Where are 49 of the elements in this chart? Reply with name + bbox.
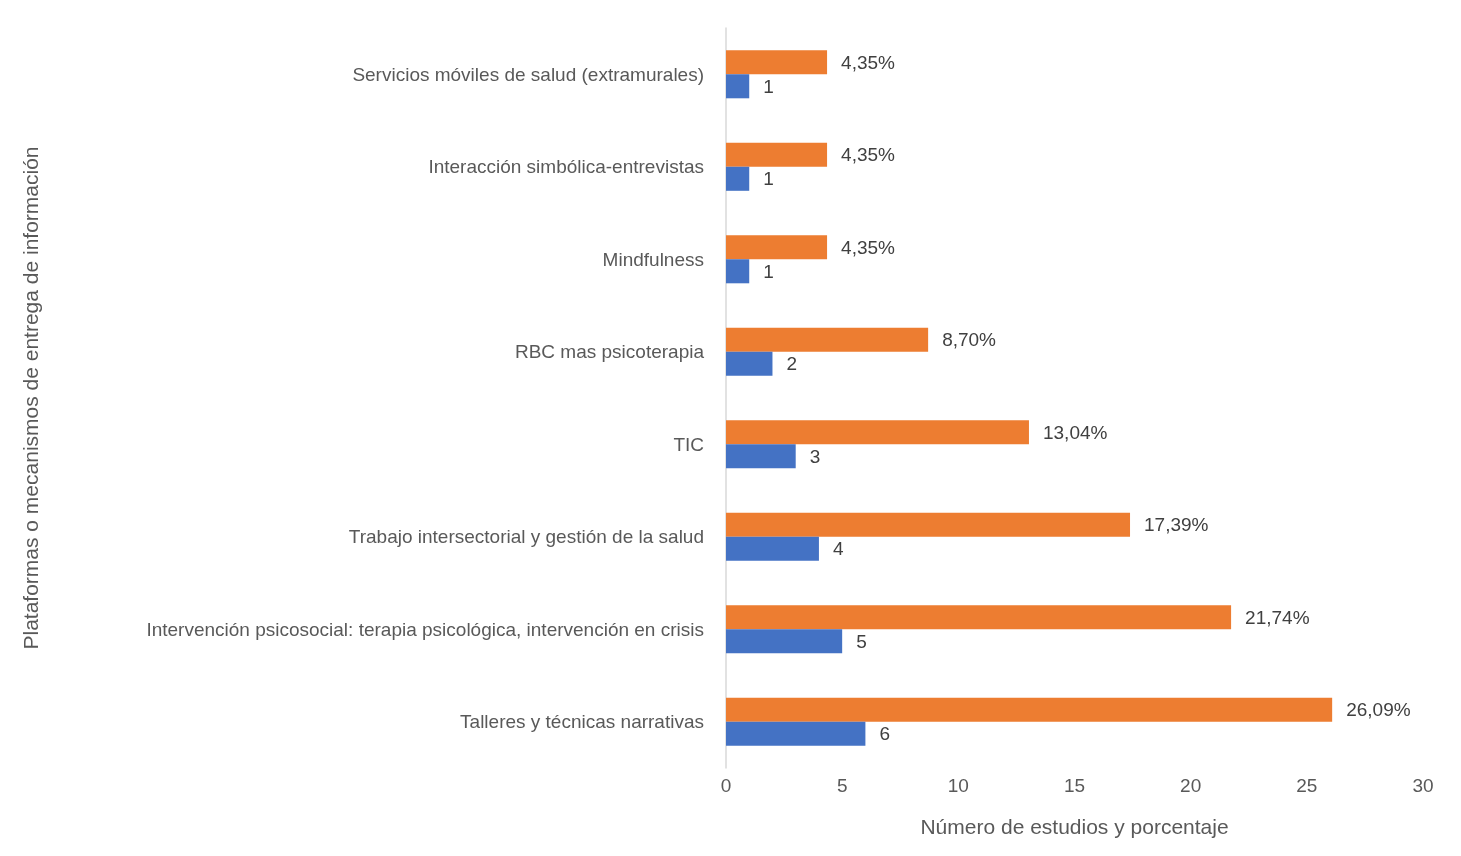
bar (726, 74, 750, 99)
data-label: 1 (763, 168, 774, 190)
y-tick-label: Intervención psicosocial: terapia psicológica, intervención en crisis (146, 618, 704, 640)
data-label: 17,39% (1144, 514, 1209, 536)
bar (726, 259, 750, 284)
x-tick-label: 30 (1412, 775, 1434, 796)
x-tick-label: 10 (947, 775, 969, 796)
y-tick-label: Talleres y técnicas narrativas (460, 711, 704, 733)
bar (726, 351, 773, 376)
data-label: 1 (763, 260, 774, 282)
bar (726, 536, 819, 561)
x-tick-label: 15 (1063, 775, 1086, 796)
bar (726, 512, 1131, 537)
bar (726, 50, 828, 75)
bar (726, 166, 750, 191)
data-label: 4,35% (841, 236, 896, 258)
x-axis-title: Número de estudios y porcentaje (920, 815, 1229, 838)
bar (726, 721, 866, 746)
x-tick-label: 5 (836, 775, 848, 796)
y-tick-label: Servicios móviles de salud (extramurales) (352, 63, 704, 85)
y-tick-label: TIC (673, 433, 704, 455)
bar (726, 420, 1029, 445)
x-tick-label: 20 (1180, 775, 1202, 796)
data-label: 6 (879, 723, 890, 745)
bar (726, 444, 796, 469)
y-axis-title: Plataformas o mecanismos de entrega de información (19, 146, 42, 650)
data-label: 5 (856, 630, 867, 652)
bar (726, 629, 843, 654)
bar (726, 697, 1333, 722)
bar (726, 235, 828, 260)
data-label: 26,09% (1346, 699, 1411, 721)
bar (726, 142, 828, 167)
bar (726, 605, 1232, 630)
data-label: 3 (809, 445, 821, 467)
data-label: 8,70% (942, 329, 997, 351)
x-tick-label: 0 (720, 775, 732, 796)
data-label: 4,35% (841, 51, 896, 73)
x-tick-label: 25 (1296, 775, 1318, 796)
data-label: 1 (763, 75, 774, 97)
bar (726, 327, 929, 352)
data-label: 2 (786, 353, 798, 375)
data-label: 21,74% (1245, 606, 1310, 628)
data-label: 4 (832, 538, 844, 560)
y-tick-label: Mindfulness (602, 248, 704, 270)
y-tick-label: RBC mas psicoterapia (514, 341, 705, 363)
data-label: 13,04% (1042, 421, 1108, 443)
data-label: 4,35% (841, 144, 896, 166)
y-tick-label: Trabajo intersectorial y gestión de la salud (348, 526, 704, 548)
y-tick-label: Interacción simbólica-entrevistas (428, 156, 704, 178)
